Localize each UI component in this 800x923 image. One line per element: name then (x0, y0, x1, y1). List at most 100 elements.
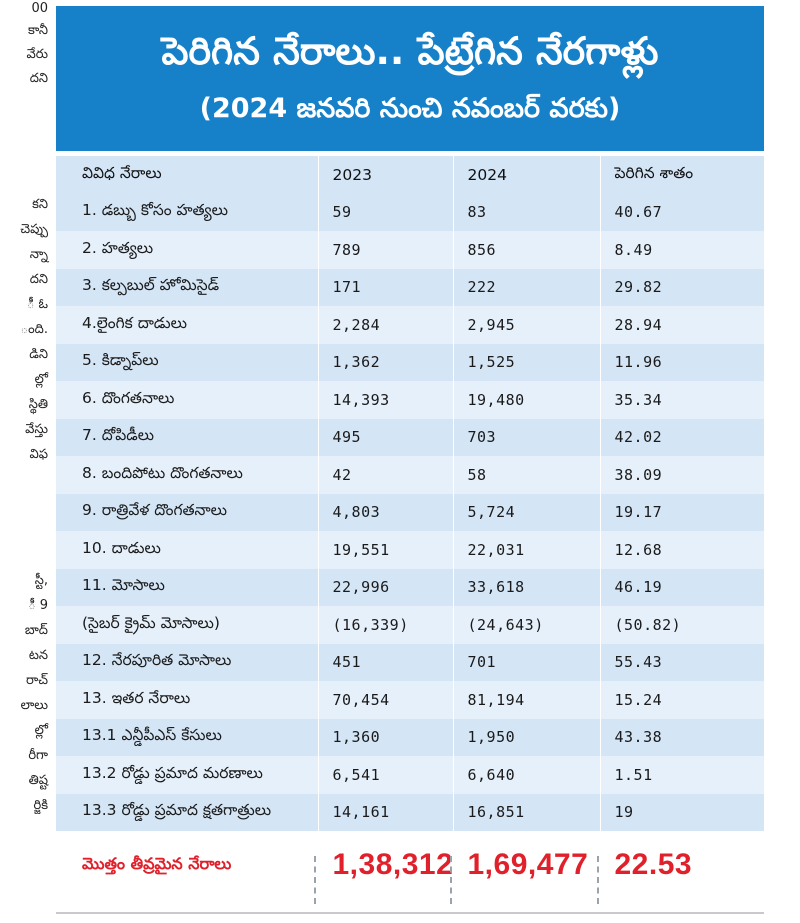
crime-label: 13.2 రోడ్డు ప్రమాద మరణాలు (56, 756, 319, 794)
total-row: మొత్తం తీవ్రమైన నేరాలు 1,38,312 1,69,477… (56, 831, 765, 899)
table-row: (సైబర్ క్రైమ్ మోసాలు) (16,339) (24,643) … (56, 606, 765, 644)
table-row: 11. మోసాలు 22,996 33,618 46.19 (56, 568, 765, 606)
value-2023: 22,996 (318, 568, 454, 606)
value-2023: 14,161 (318, 793, 454, 831)
table-row: 1. డబ్బు కోసం హత్యలు 59 83 40.67 (56, 193, 765, 231)
crime-label: 12. నేరపూరిత మోసాలు (56, 643, 319, 681)
value-2023: 14,393 (318, 381, 454, 419)
side-text-line: దని (29, 272, 48, 287)
increase-percent: 15.24 (600, 681, 765, 719)
side-text-line: రీగా (28, 748, 48, 763)
side-text-line: ీ 9 (28, 598, 48, 613)
value-2023: 42 (318, 456, 454, 494)
table-row: 8. బందిపోటు దొంగతనాలు 42 58 38.09 (56, 456, 765, 494)
table-row: 13.2 రోడ్డు ప్రమాద మరణాలు 6,541 6,640 1.… (56, 756, 765, 794)
increase-percent: 12.68 (600, 531, 765, 569)
value-2023: 6,541 (318, 756, 454, 794)
side-text-line: విఫ (29, 447, 49, 462)
crime-label: 7. దోపిడీలు (56, 418, 319, 456)
table-row: 13. ఇతర నేరాలు 70,454 81,194 15.24 (56, 681, 765, 719)
crime-label: 13.3 రోడ్డు ప్రమాద క్షతగాత్రులు (56, 793, 319, 831)
table-row: 2. హత్యలు 789 856 8.49 (56, 231, 765, 269)
increase-percent: 46.19 (600, 568, 765, 606)
side-text-line: ంది. (20, 322, 48, 337)
side-text-line: తిష్ట (28, 773, 48, 788)
side-text-line: స్థితి (28, 397, 48, 412)
value-2024: 5,724 (453, 493, 601, 531)
side-text-line: న్నా (29, 247, 48, 262)
crime-label: 10. దాడులు (56, 531, 319, 569)
crime-label: 5. కిడ్నాప్‌లు (56, 343, 319, 381)
crime-label: 13. ఇతర నేరాలు (56, 681, 319, 719)
value-2024: 81,194 (453, 681, 601, 719)
value-2024: 19,480 (453, 381, 601, 419)
value-2024: 2,945 (453, 306, 601, 344)
value-2024: (24,643) (453, 606, 601, 644)
value-2023: 19,551 (318, 531, 454, 569)
increase-percent: (50.82) (600, 606, 765, 644)
increase-percent: 35.34 (600, 381, 765, 419)
table-row: 10. దాడులు 19,551 22,031 12.68 (56, 531, 765, 569)
table-row: 6. దొంగతనాలు 14,393 19,480 35.34 (56, 381, 765, 419)
value-2023: 789 (318, 231, 454, 269)
side-text-line: రాచ్ (25, 673, 48, 688)
column-header: 2023 (318, 156, 454, 194)
side-text-line: 00 (31, 1, 48, 16)
table-row: 13.1 ఎన్డీపీఎస్ కేసులు 1,360 1,950 43.38 (56, 718, 765, 756)
column-header: 2024 (453, 156, 601, 194)
total-2023: 1,38,312 (318, 831, 454, 899)
value-2023: 495 (318, 418, 454, 456)
value-2023: 1,362 (318, 343, 454, 381)
increase-percent: 40.67 (600, 193, 765, 231)
article-side-column: 00 కానీ వేరు దని కని చెప్పు న్నా దని ీ ఓ… (0, 0, 50, 923)
value-2024: 22,031 (453, 531, 601, 569)
increase-percent: 19.17 (600, 493, 765, 531)
side-text-line: లాలు (20, 698, 48, 713)
side-text-line: ీ ఓ (26, 297, 48, 312)
value-2023: 2,284 (318, 306, 454, 344)
page-subtitle: (2024 జనవరి నుంచి నవంబర్ వరకు) (199, 93, 621, 124)
increase-percent: 1.51 (600, 756, 765, 794)
value-2023: 171 (318, 268, 454, 306)
crime-statistics-panel: పెరిగిన నేరాలు.. పేట్రేగిన నేరగాళ్లు (20… (56, 6, 765, 914)
side-text-line: డిని (29, 347, 48, 362)
value-2024: 1,950 (453, 718, 601, 756)
side-text-line: కానీ (28, 23, 48, 38)
increase-percent: 8.49 (600, 231, 765, 269)
value-2024: 1,525 (453, 343, 601, 381)
value-2023: 59 (318, 193, 454, 231)
value-2024: 701 (453, 643, 601, 681)
table-row: 9. రాత్రివేళ దొంగతనాలు 4,803 5,724 19.17 (56, 493, 765, 531)
side-text-line: దని (29, 71, 48, 86)
value-2024: 856 (453, 231, 601, 269)
increase-percent: 19 (600, 793, 765, 831)
value-2024: 16,851 (453, 793, 601, 831)
crime-label: 11. మోసాలు (56, 568, 319, 606)
value-2024: 83 (453, 193, 601, 231)
total-2024: 1,69,477 (453, 831, 601, 899)
crime-label: 8. బందిపోటు దొంగతనాలు (56, 456, 319, 494)
increase-percent: 11.96 (600, 343, 765, 381)
side-text-line: ల్లో (34, 372, 48, 387)
column-header: పెరిగిన శాతం (600, 156, 765, 194)
table-header-row: వివిధ నేరాలు 2023 2024 పెరిగిన శాతం (56, 156, 765, 194)
value-2024: 33,618 (453, 568, 601, 606)
increase-percent: 42.02 (600, 418, 765, 456)
side-text-line: స్టీ, (34, 573, 48, 588)
value-2024: 58 (453, 456, 601, 494)
total-increase-percent: 22.53 (600, 831, 765, 899)
value-2023: 4,803 (318, 493, 454, 531)
title-banner: పెరిగిన నేరాలు.. పేట్రేగిన నేరగాళ్లు (20… (56, 6, 764, 151)
value-2024: 222 (453, 268, 601, 306)
value-2024: 703 (453, 418, 601, 456)
side-text-line: బాద్ (24, 623, 48, 638)
total-label: మొత్తం తీవ్రమైన నేరాలు (56, 831, 319, 899)
crime-label: 4.లైంగిక దాడులు (56, 306, 319, 344)
column-divider (314, 856, 316, 904)
crime-label: 1. డబ్బు కోసం హత్యలు (56, 193, 319, 231)
table-row: 4.లైంగిక దాడులు 2,284 2,945 28.94 (56, 306, 765, 344)
table-row: 3. కల్పబుల్ హోమిసైడ్ 171 222 29.82 (56, 268, 765, 306)
crime-label: 3. కల్పబుల్ హోమిసైడ్ (56, 268, 319, 306)
crime-label: (సైబర్ క్రైమ్ మోసాలు) (56, 606, 319, 644)
increase-percent: 38.09 (600, 456, 765, 494)
